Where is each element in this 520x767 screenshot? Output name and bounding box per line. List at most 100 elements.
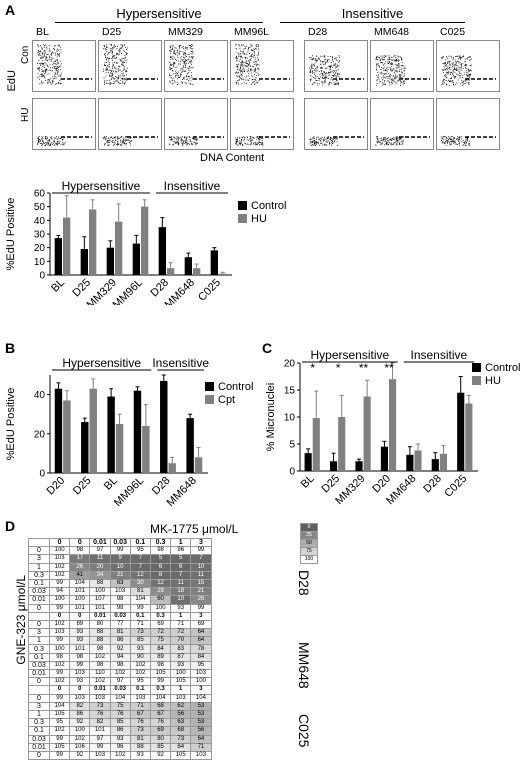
heatmap-colorscale: 0 25 50 75 100 [300,523,318,564]
heatmap-cell: 86 [109,726,131,736]
heatmap-cell: 92 [69,750,91,761]
heatmap-col-header: 0.3 [149,611,172,621]
heatmap-cell: 64 [190,734,212,744]
heatmap-corner [28,537,50,548]
x-tick-label: D28 [150,475,173,498]
heatmap-cell: 76 [109,709,131,720]
heatmap-cell: 12 [129,570,151,580]
heatmap-cell: 98 [89,660,111,671]
flow-line-label: D25 [102,26,122,38]
heatmap-cell: 85 [109,718,131,728]
heatmap-cell: 100 [149,603,172,613]
x-tick-label: BL [102,475,120,493]
heatmap-row-label: 0.01 [28,595,50,605]
flow-line-label: MM96L [234,26,270,38]
heatmap-row-label: 0 [28,693,50,703]
heatmap-col-header: 0 [69,537,91,548]
panel-label-a: A [5,2,16,18]
heatmap-cell: 103 [69,668,91,679]
heatmap-cell: 90 [129,652,151,662]
flow-dots [375,55,406,86]
heatmap-cell: 99 [48,636,71,646]
flow-ylabel: EdU [6,70,18,92]
bar [107,396,115,473]
heatmap-row: 0 99 103 103 104 103 104 103 104 [28,693,212,703]
flow-dots [37,44,62,85]
flow-dots [441,136,470,146]
bar [54,238,62,275]
heatmap-cell: 95 [190,660,212,671]
heatmap-cell: 76 [149,718,172,728]
heatmap-row-label: 0 [28,546,50,556]
flow-plot [164,40,228,92]
legend-label: Control [485,362,520,374]
heatmap-cell: 82 [69,701,91,711]
x-tick-label: D25 [70,277,93,300]
heatmap-cell: 82 [89,718,111,728]
legend-label: Control [251,200,286,212]
heatmap-row-label: 0.03 [28,734,50,744]
heatmap-col-header: 0.01 [89,685,111,695]
bar [465,403,473,471]
heatmap-cell: 98 [89,644,111,654]
heatmap-cell: 67 [149,709,172,720]
heatmap-row-label: 0 [28,603,50,613]
bar [142,425,150,473]
bar [406,454,414,471]
bar [80,249,88,275]
bar [380,446,388,471]
legend-swatch [472,363,481,372]
heatmap-cell: 102 [89,652,111,662]
flow-row-label-hu: HU [20,107,31,123]
bar [186,418,194,473]
heatmap-col-header: 0 [69,611,91,621]
heatmap-row-label: 1 [28,562,50,572]
heatmap-cell: 93 [129,644,151,654]
heatmap-row: 0.01 99 103 110 102 102 105 100 103 [28,668,212,679]
heatmap-row: 0.03 94 101 100 103 81 29 18 21 [28,587,212,597]
flow-plot [230,98,294,150]
heatmap-cell: 73 [129,726,151,736]
heatmap-row-label: 0.01 [28,742,50,752]
heatmap-cell: 85 [129,636,151,646]
heatmap-cell: 41 [69,570,91,580]
heatmap-cell: 71 [129,619,151,630]
heatmap-col-header: 0.1 [129,685,151,695]
group-label: Insensitive [152,356,209,370]
bar [133,390,142,473]
heatmap-cell: 68 [149,701,172,711]
heatmap-cell: 106 [69,742,91,752]
heatmap-cell: 73 [89,701,111,711]
heatmap-row-label: 3 [28,701,50,711]
heatmap-cell: 102 [48,562,71,572]
colorscale-step: 100 [300,556,318,564]
flow-plot [436,98,500,150]
heatmap-cell: 86 [69,709,91,720]
flow-scatter [169,44,224,85]
heatmap-cell: 105 [149,668,172,679]
flow-scatter [441,55,496,86]
heatmap-col-header: 0.01 [89,611,111,621]
flow-dots [37,136,66,146]
panel-label-c: C [262,340,273,356]
heatmap-cell: 77 [109,619,131,630]
flow-plot [304,98,368,150]
heatmap-cell: 102 [48,570,71,580]
heatmap-row-label: 0.1 [28,726,50,736]
heatmap-cell: 69 [190,619,212,630]
heatmap-row: 0 102 93 102 97 95 99 105 100 [28,677,212,687]
bar [89,209,97,275]
heatmap-cell: 88 [89,628,111,638]
heatmap-cell: 98 [69,652,91,662]
bar [81,422,89,473]
bar [106,247,114,275]
heatmap-cell: 86 [109,636,131,646]
heatmap-cell: 97 [89,546,111,556]
heatmap-cell: 83 [170,644,192,654]
heatmap-cell: 15 [190,578,212,589]
heatmap-cell: 99 [89,742,111,752]
bar [63,400,71,473]
y-tick-label: 20 [34,429,46,440]
y-tick-label: 5 [289,440,295,451]
colorscale-step: 75 [300,548,318,556]
